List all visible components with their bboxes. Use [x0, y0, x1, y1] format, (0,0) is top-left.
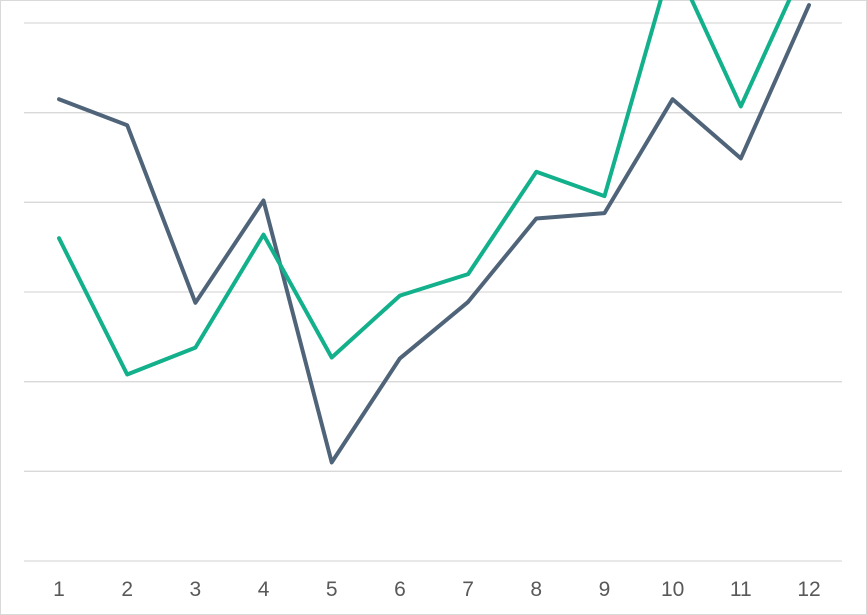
x-tick-label: 6	[394, 578, 406, 601]
x-tick-label: 8	[530, 578, 542, 601]
x-tick-label: 12	[797, 578, 820, 601]
series-2	[57, 0, 792, 377]
x-tick-label: 4	[258, 578, 270, 601]
series-layer	[57, 0, 811, 465]
x-tick-label: 5	[326, 578, 338, 601]
series-1	[57, 3, 811, 465]
x-tick-label: 2	[121, 578, 133, 601]
series-2-line	[57, 0, 792, 377]
gridlines	[24, 22, 842, 562]
x-tick-label: 10	[661, 578, 684, 601]
x-tick-label: 7	[462, 578, 474, 601]
x-tick-label: 11	[730, 578, 752, 601]
x-axis-tick-labels: 1 2 3 4 5 6 7 8 9 10 11 12	[53, 578, 821, 601]
x-tick-label: 1	[53, 578, 65, 601]
x-tick-label: 3	[190, 578, 202, 601]
series-1-line	[57, 3, 811, 465]
x-tick-label: 9	[599, 578, 611, 601]
